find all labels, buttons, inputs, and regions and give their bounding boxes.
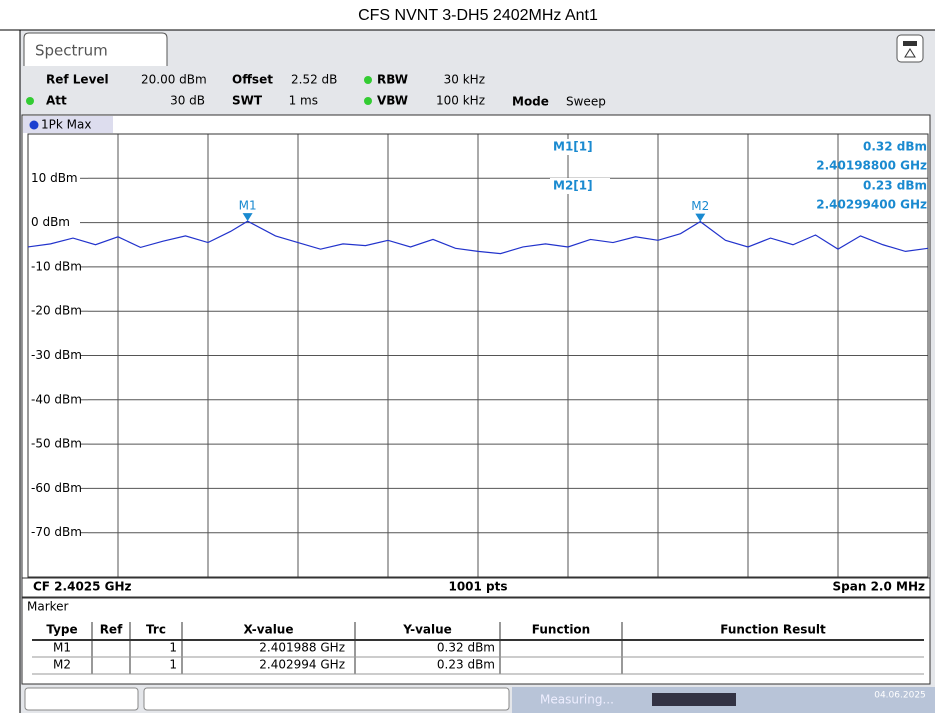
y-tick-label: -30 dBm	[31, 348, 82, 362]
table-cell: 1	[169, 641, 177, 655]
sweep-points: 1001 pts	[448, 580, 507, 594]
table-cell: 2.402994 GHz	[259, 658, 345, 672]
y-tick-label: -50 dBm	[31, 437, 82, 451]
setting-value: 20.00 dBm	[141, 73, 207, 87]
y-tick-label: -40 dBm	[31, 392, 82, 406]
y-tick-label: 10 dBm	[31, 171, 78, 185]
span: Span 2.0 MHz	[833, 580, 925, 594]
column-header: Trc	[146, 623, 166, 637]
status-state: Measuring...	[540, 693, 614, 707]
marker-label: M2	[691, 199, 709, 213]
column-header: Y-value	[402, 623, 452, 637]
table-cell: M2	[53, 658, 71, 672]
marker-title: Marker	[27, 600, 69, 614]
icon	[903, 41, 917, 46]
trace-label: 1Pk Max	[41, 118, 91, 132]
column-header: Ref	[100, 623, 123, 637]
readout-bg	[550, 139, 610, 155]
plot-frame	[27, 133, 929, 578]
column-header: Type	[46, 623, 77, 637]
marker	[242, 213, 253, 222]
status-box	[24, 687, 139, 711]
setting-value: 2.52 dB	[291, 73, 337, 87]
setting-value: 30 dB	[170, 94, 205, 108]
y-tick-label: -70 dBm	[31, 525, 82, 539]
status-dot	[364, 97, 372, 105]
readout-freq: 2.40198800 GHz	[816, 159, 927, 173]
setting-value: 100 kHz	[436, 94, 485, 108]
column-header: Function	[532, 623, 590, 637]
setting-label: Offset	[232, 73, 273, 87]
readout-bg	[550, 178, 610, 194]
y-tick-label: -20 dBm	[31, 304, 82, 318]
setting-label: VBW	[377, 94, 408, 108]
setting-label: Mode	[512, 95, 549, 109]
y-tick-label: 0 dBm	[31, 215, 70, 229]
readout-level: 0.32 dBm	[863, 140, 927, 154]
page-title: CFS NVNT 3-DH5 2402MHz Ant1	[358, 7, 598, 24]
tab[interactable]	[23, 32, 168, 66]
status-date: 04.06.2025	[874, 691, 926, 701]
table-cell: 2.401988 GHz	[259, 641, 345, 655]
marker	[695, 213, 706, 222]
setting-label: RBW	[377, 73, 408, 87]
readout-freq: 2.40299400 GHz	[816, 198, 927, 212]
table-cell: 0.32 dBm	[437, 641, 495, 655]
trace-tag	[23, 116, 113, 133]
status-dot	[26, 97, 34, 105]
tab-label: Spectrum	[35, 42, 108, 60]
column-header: Function Result	[720, 623, 826, 637]
progress	[652, 693, 736, 706]
trace-dot	[29, 120, 39, 130]
readout-name: M2[1]	[553, 179, 593, 193]
column-header: X-value	[244, 623, 294, 637]
setting-label: SWT	[232, 94, 263, 108]
readout-name: M1[1]	[553, 140, 593, 154]
y-tick-label: -60 dBm	[31, 481, 82, 495]
table-cell: M1	[53, 641, 71, 655]
setting-label: Att	[46, 94, 67, 108]
setting-value: 1 ms	[289, 94, 318, 108]
trace	[27, 220, 929, 255]
setting-value: Sweep	[566, 95, 606, 109]
status-dot	[364, 76, 372, 84]
table-cell: 1	[169, 658, 177, 672]
marker-label: M1	[239, 199, 257, 213]
y-tick-label: -10 dBm	[31, 259, 82, 273]
readout-level: 0.23 dBm	[863, 179, 927, 193]
table-cell: 0.23 dBm	[437, 658, 495, 672]
status-box	[143, 687, 510, 711]
setting-value: 30 kHz	[444, 73, 485, 87]
setting-label: Ref Level	[46, 73, 109, 87]
icon	[904, 48, 916, 58]
center-freq: CF 2.4025 GHz	[33, 580, 132, 594]
